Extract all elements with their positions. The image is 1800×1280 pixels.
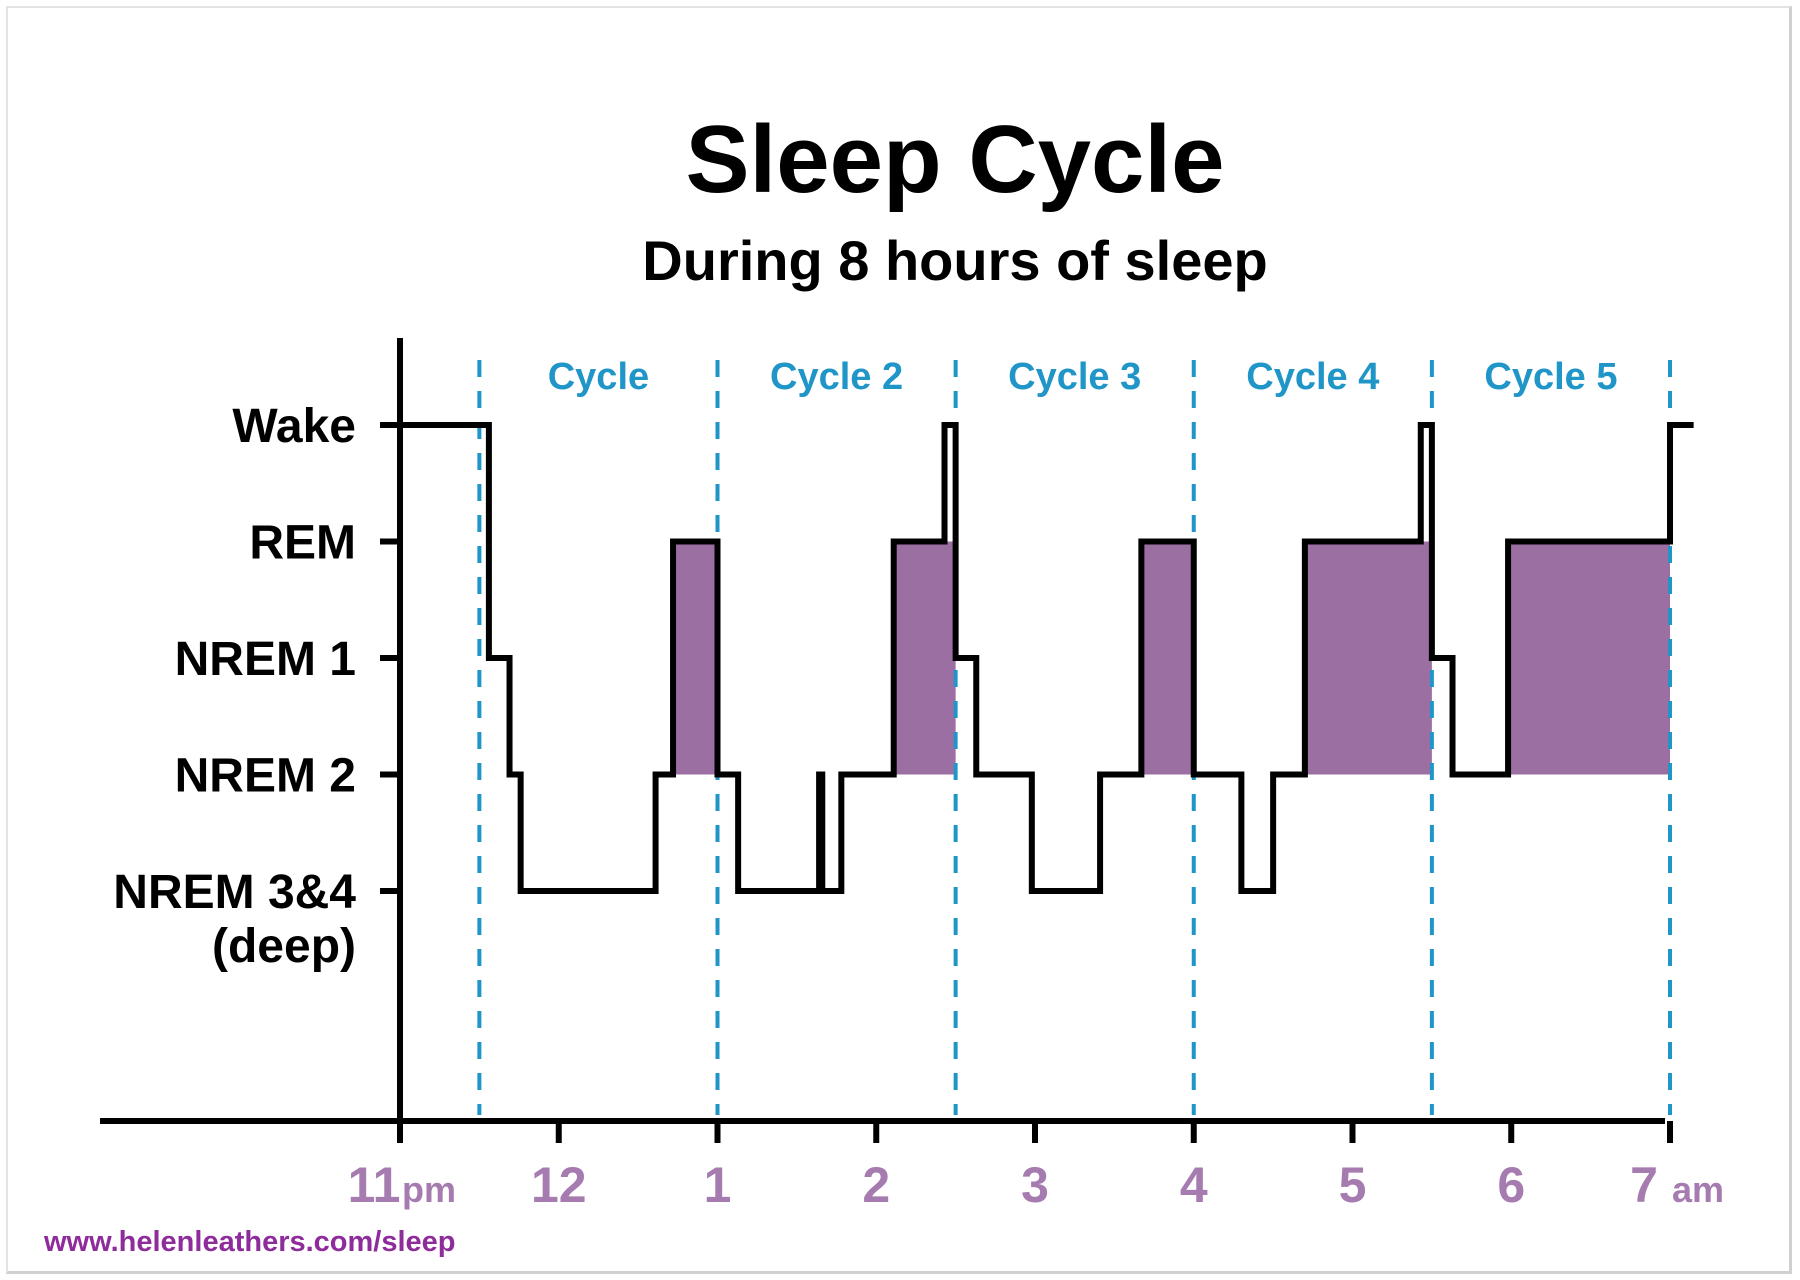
chart-subtitle: During 8 hours of sleep: [642, 229, 1267, 292]
hypnogram-layer: [397, 422, 1694, 894]
rem-shade-1: [673, 541, 718, 775]
hypnogram-line: [397, 422, 1694, 894]
cycle-label-3: Cycle 3: [1008, 356, 1141, 398]
axes-layer: [100, 338, 1673, 1143]
y-label-3: NREM 1: [175, 633, 356, 686]
rem-shading-layer: [673, 541, 1670, 775]
page-frame: [6, 6, 1792, 1274]
x-label-7: 5: [1339, 1157, 1367, 1213]
x-label-5: 3: [1021, 1157, 1049, 1213]
x-label-3: 1: [704, 1157, 732, 1213]
y-label-4: NREM 2: [175, 750, 356, 803]
x-label-suffix-1: pm: [402, 1169, 456, 1210]
x-label-suffix-9: am: [1672, 1169, 1724, 1210]
y-label-5-line-2: (deep): [212, 920, 356, 973]
rem-shade-2: [893, 541, 956, 775]
y-label-1: Wake: [232, 400, 356, 453]
cycle-label-1: Cycle: [548, 356, 649, 398]
rem-shade-4: [1304, 541, 1432, 775]
cycle-label-5: Cycle 5: [1484, 356, 1617, 398]
cycle-label-2: Cycle 2: [770, 356, 903, 398]
cycle-label-4: Cycle 4: [1246, 356, 1379, 398]
y-label-2: REM: [249, 517, 356, 570]
cycle-boundaries-layer: [477, 360, 1672, 1115]
x-label-6: 4: [1180, 1157, 1208, 1213]
x-label-9: 7: [1630, 1157, 1658, 1213]
x-label-8: 6: [1497, 1157, 1525, 1213]
footer-url: www.helenleathers.com/sleep: [44, 1226, 456, 1258]
chart-title: Sleep Cycle: [686, 106, 1225, 213]
rem-shade-5: [1508, 541, 1670, 775]
rem-shade-3: [1141, 541, 1194, 775]
labels-layer: Wake REM NREM 1 NREM 2 NREM 3&4(deep) Cycle Cy…: [113, 356, 1724, 1213]
x-label-1: 11: [348, 1157, 401, 1213]
x-label-2: 12: [531, 1157, 587, 1213]
x-label-4: 2: [862, 1157, 890, 1213]
y-label-5: NREM 3&4: [113, 866, 356, 919]
